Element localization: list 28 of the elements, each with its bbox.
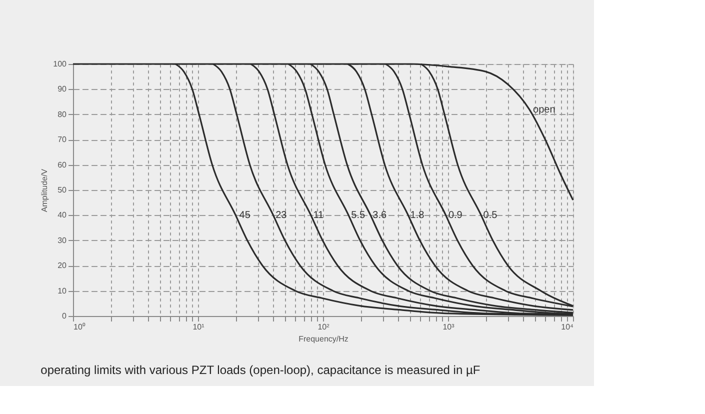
y-tick-label: 80 <box>58 110 68 119</box>
x-tick-label: 10¹ <box>192 322 205 332</box>
x-tick-label: 10³ <box>442 322 455 332</box>
annotation: 0.5 <box>483 210 498 222</box>
annotation: 3.6 <box>372 210 387 222</box>
y-tick-label: 30 <box>58 236 68 245</box>
annotation: open <box>533 104 556 116</box>
x-tick-label: 10² <box>318 322 330 332</box>
y-tick-label: 100 <box>53 60 68 68</box>
y-tick-label: 90 <box>58 84 68 94</box>
text: operating limits with various PZT loads (open-loop), capacitance is measured in µF <box>40 363 480 377</box>
y-tick-label: 10 <box>58 286 68 296</box>
x-tick-label: 10⁴ <box>561 322 574 332</box>
y-tick-label: 40 <box>58 210 68 220</box>
y-tick-label: 20 <box>58 261 68 270</box>
annotation: 0.9 <box>448 210 463 222</box>
annotation: 45 <box>239 210 251 222</box>
annotation: 1.8 <box>410 210 425 222</box>
annotation: 11 <box>313 210 324 222</box>
y-tick-label: 60 <box>58 160 68 170</box>
annotation: 5.5 <box>351 210 366 222</box>
y-tick-label: 0 <box>62 312 68 320</box>
x-tick-label: 10⁰ <box>74 322 86 332</box>
y-tick-label: 50 <box>58 186 68 194</box>
annotation: 23 <box>276 210 288 222</box>
y-axis-title: Amplitude/V <box>40 168 50 212</box>
y-tick-label: 70 <box>58 135 68 144</box>
x-axis-title: Frequency/Hz <box>298 334 348 344</box>
